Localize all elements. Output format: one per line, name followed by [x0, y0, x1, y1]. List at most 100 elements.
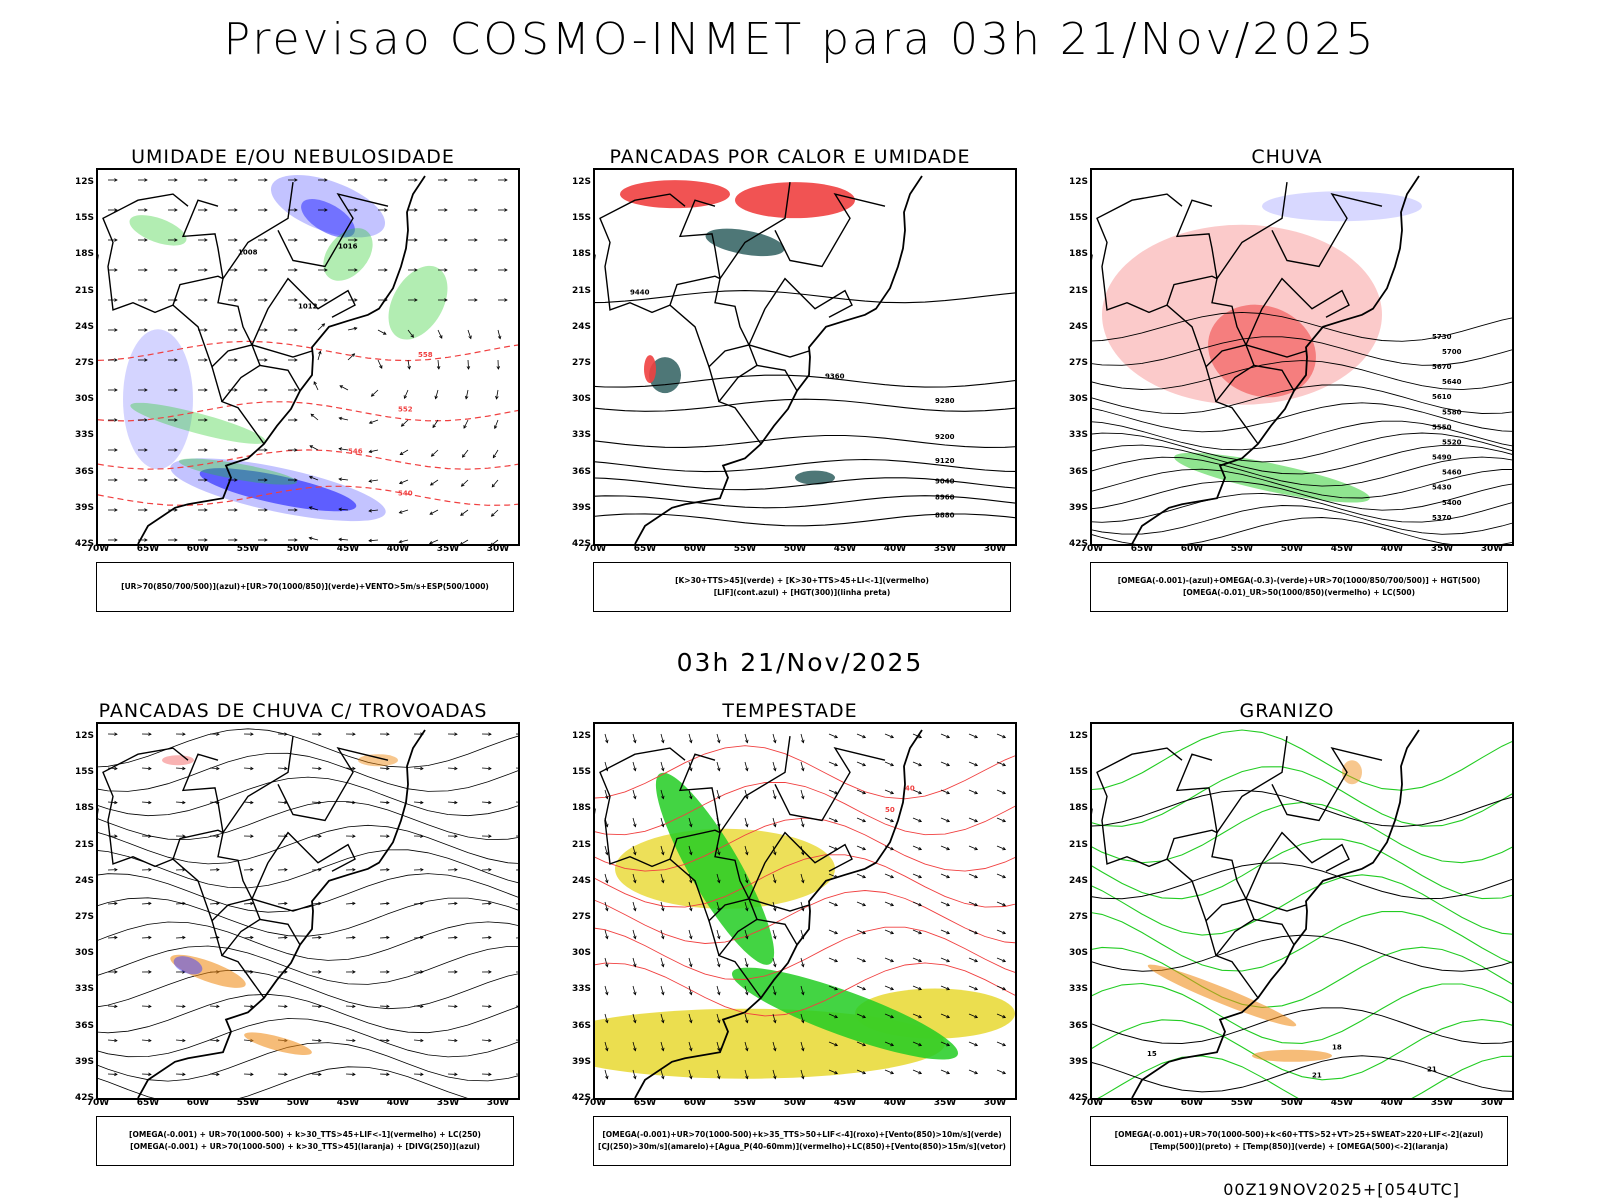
wind-vector [660, 733, 664, 743]
wind-arrowhead [321, 323, 326, 327]
wind-arrowhead [1002, 930, 1007, 935]
latitude-tick-label: 15S [1068, 767, 1088, 778]
wind-vector [912, 845, 922, 850]
wind-vector [413, 902, 424, 905]
wind-arrowhead [264, 388, 268, 392]
wind-arrowhead [420, 867, 424, 872]
wind-arrowhead [174, 208, 178, 212]
longitude-tick-label: 45W [833, 1098, 857, 1108]
wind-arrowhead [234, 328, 238, 332]
wind-arrowhead [354, 208, 358, 212]
latitude-tick-label: 33S [1068, 984, 1088, 995]
wind-arrowhead [386, 1072, 390, 1077]
state-border [1245, 308, 1307, 358]
contour-line [98, 824, 518, 865]
contour-line [1092, 789, 1512, 828]
map-canvas: 1008 1012 1016 540 546 552 558 [98, 175, 518, 544]
wind-arrowhead [834, 1014, 839, 1019]
legend-line: [Temp(500)](preto) + [Temp(850)](verde) … [1149, 1142, 1449, 1151]
wind-arrowhead [148, 1038, 152, 1043]
wind-arrowhead [182, 1038, 186, 1043]
longitude-tick-label: 60W [683, 1098, 707, 1108]
wind-arrowhead [338, 416, 343, 421]
wind-vector [141, 801, 152, 804]
contour-label: 9280 [935, 397, 955, 405]
wind-arrowhead [148, 766, 152, 771]
wind-arrowhead [148, 800, 152, 805]
wind-arrowhead [661, 1047, 665, 1052]
wind-arrowhead [474, 268, 478, 272]
panel-title: CHUVA [1251, 146, 1323, 168]
wind-arrowhead [318, 901, 322, 906]
wind-vector [996, 985, 1006, 990]
latitude-tick-label: 42S [1068, 1093, 1088, 1103]
wind-arrowhead [633, 767, 637, 772]
wind-arrowhead [114, 901, 118, 906]
panel-chuva: CHUVA 12S 15S 18S 21S 24S 27S 30S 33S 36S 39S 42S 57… [1052, 146, 1514, 616]
state-border [719, 736, 791, 833]
wind-vector [243, 902, 254, 905]
wind-arrowhead [174, 388, 178, 392]
rain-area [1208, 304, 1316, 398]
wind-arrowhead [492, 454, 497, 459]
wind-arrowhead [114, 328, 118, 332]
wind-arrowhead [182, 834, 186, 838]
wind-arrowhead [474, 238, 478, 242]
wind-vector [460, 539, 469, 544]
wind-vector [772, 1069, 776, 1079]
wind-arrowhead [834, 734, 839, 739]
wind-vector [141, 902, 152, 905]
wind-vector [399, 479, 409, 484]
wind-vector [912, 873, 922, 878]
wind-vector [856, 873, 866, 878]
wind-arrowhead [974, 902, 979, 907]
legend-line: [OMEGA(-0.001)+UR>70(1000-500)+k>35_TTS>… [602, 1130, 1002, 1139]
wind-vector [243, 801, 254, 804]
wind-vector [800, 901, 804, 911]
longitude-axis: 70W 65W 60W 55W 50W 45W 40W 35W 30W [87, 544, 520, 558]
wind-arrowhead [318, 970, 322, 974]
wind-arrowhead [284, 732, 288, 736]
state-border [1271, 193, 1383, 268]
wind-arrowhead [414, 298, 418, 302]
wind-vector [491, 509, 499, 517]
longitude-tick-label: 35W [436, 1098, 460, 1108]
wind-vector [401, 419, 409, 427]
wind-vector [800, 1013, 804, 1023]
wind-vector [856, 1013, 866, 1018]
wind-arrowhead [174, 508, 178, 512]
latitude-tick-label: 42S [1068, 539, 1088, 549]
contour-line [595, 477, 1015, 491]
wind-vector [107, 801, 118, 804]
wind-vector [481, 1039, 492, 1042]
wind-arrowhead [144, 298, 148, 302]
wind-arrowhead [234, 448, 238, 452]
contour-label: 1012 [298, 303, 318, 311]
contour-line [1092, 766, 1512, 827]
wind-arrowhead [1002, 1042, 1007, 1047]
wind-arrowhead [386, 867, 390, 872]
wind-vector [716, 1013, 720, 1023]
wind-arrowhead [661, 963, 665, 968]
wind-arrowhead [250, 1004, 254, 1009]
wind-vector [310, 413, 319, 421]
wind-arrowhead [420, 1038, 424, 1043]
state-border [764, 277, 853, 318]
contour-label: 5610 [1432, 393, 1452, 401]
latitude-tick-label: 30S [1068, 394, 1088, 405]
wind-arrowhead [633, 1075, 637, 1080]
contour-label: 21 [1427, 1065, 1437, 1073]
latitude-tick-label: 18S [571, 803, 591, 814]
wind-arrowhead [444, 268, 448, 272]
forecast-map [96, 722, 520, 1100]
wind-arrowhead [918, 958, 923, 963]
wind-arrowhead [420, 1072, 424, 1077]
wind-arrowhead [398, 539, 403, 544]
wind-vector [317, 323, 325, 331]
wind-arrowhead [717, 879, 721, 884]
wind-arrowhead [114, 834, 118, 838]
longitude-tick-label: 50W [286, 1098, 310, 1108]
latitude-tick-label: 33S [1068, 430, 1088, 441]
wind-vector [413, 1039, 424, 1042]
contour-line [98, 969, 518, 1010]
